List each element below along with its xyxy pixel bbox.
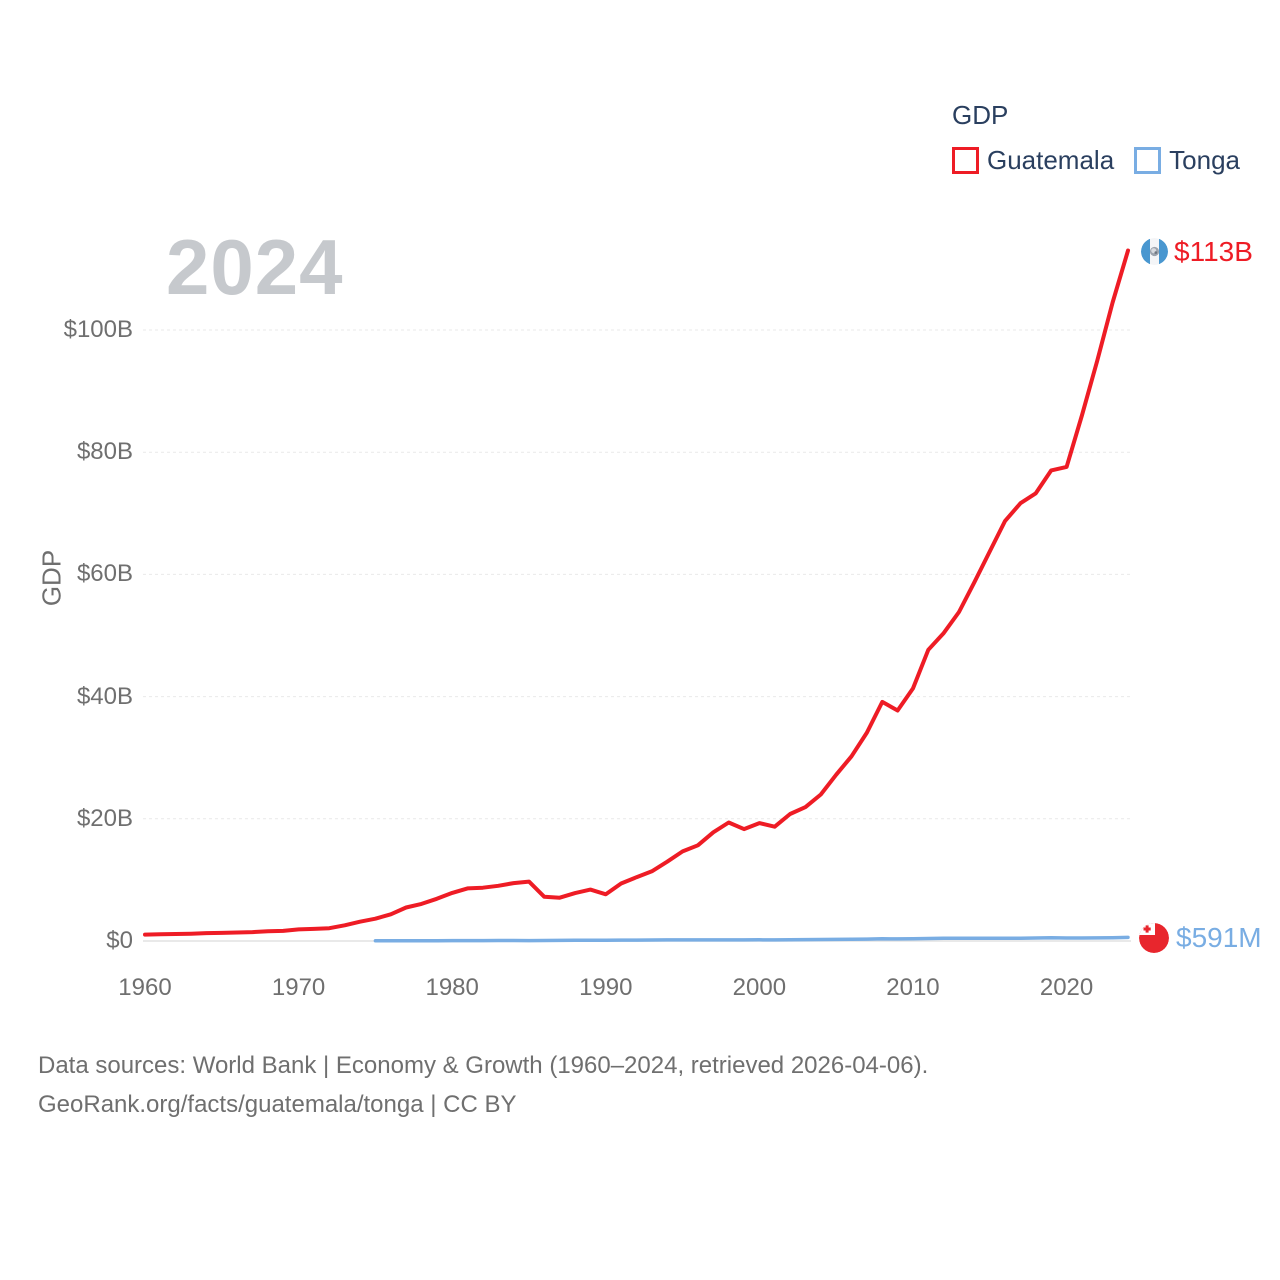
legend: GDP Guatemala Tonga bbox=[951, 100, 1240, 176]
legend-title: GDP bbox=[951, 100, 1009, 130]
guatemala-gdp-line bbox=[143, 248, 1130, 937]
watermark-year: 2024 bbox=[166, 223, 344, 311]
footer: Data sources: World Bank | Economy & Gro… bbox=[38, 1046, 928, 1124]
legend-item-label-tonga: Tonga bbox=[1169, 145, 1240, 175]
tonga-flag-icon bbox=[1139, 923, 1169, 953]
chart-canvas bbox=[143, 248, 1131, 943]
tonga-end-value-label: $591M bbox=[1176, 922, 1262, 953]
footer-data-sources: Data sources: World Bank | Economy & Gro… bbox=[38, 1052, 929, 1079]
legend-items: Guatemala Tonga bbox=[951, 145, 1240, 176]
tonga-series-swatch bbox=[1134, 147, 1162, 174]
legend-item-guatemala[interactable]: Guatemala bbox=[951, 145, 1115, 176]
guatemala-flag-icon bbox=[1141, 238, 1168, 265]
tonga-gdp-line bbox=[373, 935, 1130, 943]
guatemala-end-value-label: $113B bbox=[1174, 236, 1253, 267]
legend-item-label-guatemala: Guatemala bbox=[986, 145, 1115, 175]
guatemala-series-swatch bbox=[951, 147, 979, 174]
footer-attribution: GeoRank.org/facts/guatemala/tonga | CC B… bbox=[38, 1091, 517, 1118]
legend-item-tonga[interactable]: Tonga bbox=[1134, 145, 1240, 176]
